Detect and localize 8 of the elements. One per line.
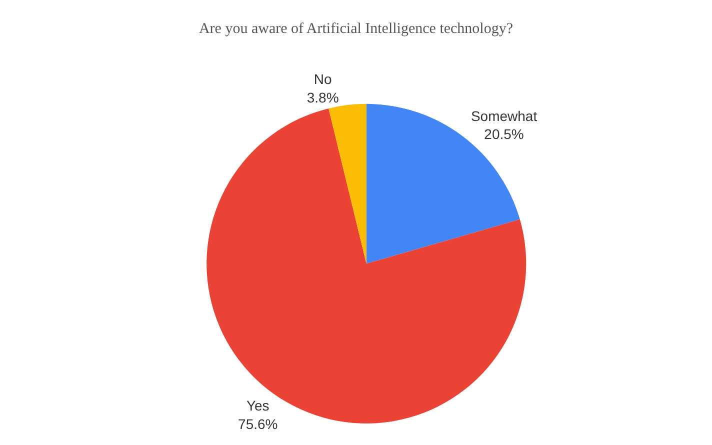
chart-title: Are you aware of Artificial Intelligence technology?	[198, 20, 514, 37]
data-label: 20.5%	[484, 126, 524, 142]
slice-label: Yes	[246, 398, 270, 414]
data-label: 75.6%	[238, 416, 278, 432]
pie-slice	[328, 104, 366, 264]
data-label: 3.8%	[306, 89, 339, 106]
slice-label: No	[314, 71, 332, 88]
slice-label: Somewhat	[470, 108, 538, 124]
